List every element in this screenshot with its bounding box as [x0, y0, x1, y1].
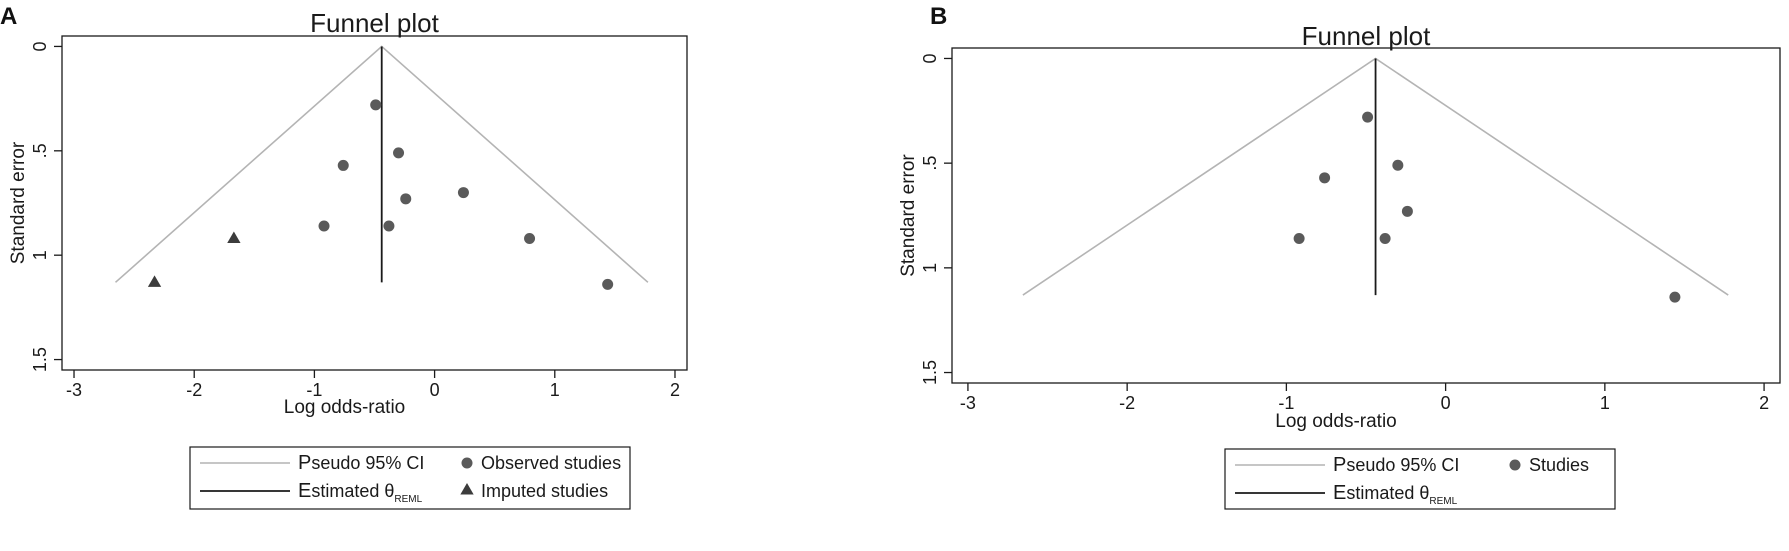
legend-ci-prefix: P: [1333, 454, 1346, 476]
y-tick-label: .5: [30, 143, 50, 158]
legend-estimate-rest: stimated θ: [1346, 483, 1429, 503]
legend-box: [189, 446, 631, 510]
legend-box: [1224, 448, 1616, 510]
y-tick-label: 1: [920, 263, 940, 273]
panel-a: A Funnel plot -3 -2 -1 0 1 2 0 .5 1 1.5 Log odds-rat…: [0, 3, 688, 510]
study-point: [1392, 159, 1404, 171]
y-tick-label: 0: [920, 53, 940, 63]
x-tick-label: -3: [66, 380, 82, 400]
study-point: [1362, 111, 1374, 123]
legend-estimate-subscript: REML: [1429, 496, 1457, 507]
y-tick-label: 1.5: [30, 347, 50, 372]
legend-ci-prefix: P: [298, 452, 311, 474]
x-axis-label: Log odds-ratio: [1275, 411, 1396, 432]
y-tick-label: 0: [30, 41, 50, 51]
study-point: [393, 147, 405, 159]
study-point: [1669, 291, 1681, 303]
study-point: [1319, 172, 1331, 184]
y-tick-label: .5: [920, 156, 940, 171]
legend-estimate-prefix: E: [298, 480, 311, 502]
study-point: [524, 232, 536, 244]
study-point: [1401, 205, 1413, 217]
imputed-study-point: [147, 275, 162, 287]
chart-title: Funnel plot: [1302, 21, 1431, 51]
study-point: [400, 193, 412, 205]
x-tick-label: -3: [960, 393, 976, 413]
x-tick-label: 1: [1600, 393, 1610, 413]
study-point: [370, 99, 382, 111]
legend-ci-label: Pseudo 95% CI: [1333, 454, 1459, 476]
legend-ci-rest: seudo 95% CI: [311, 453, 424, 473]
study-point: [1379, 233, 1391, 245]
legend-imputed-marker: [460, 483, 474, 495]
x-tick-label: -1: [1278, 393, 1294, 413]
legend-estimate-prefix: E: [1333, 482, 1346, 504]
study-point: [383, 220, 395, 232]
x-tick-label: 0: [1441, 393, 1451, 413]
study-point: [1293, 233, 1305, 245]
x-tick-label: 2: [670, 380, 680, 400]
panel-label: A: [0, 3, 17, 30]
panel-b: B Funnel plot -3 -2 -1 0 1 2 0 .5 1 1.5 Log odds-rat…: [898, 3, 1781, 510]
y-tick-label: 1: [30, 250, 50, 260]
legend-imputed-label: Imputed studies: [481, 481, 608, 501]
legend-observed-label: Studies: [1529, 455, 1589, 475]
legend-ci-label: Pseudo 95% CI: [298, 452, 424, 474]
chart-title: Funnel plot: [310, 8, 439, 38]
plot-frame: [61, 35, 688, 371]
x-tick-label: -2: [1119, 393, 1135, 413]
legend-observed-label: Observed studies: [481, 453, 621, 473]
x-tick-label: -1: [306, 380, 322, 400]
legend-estimate-label: Estimated θREML: [1333, 482, 1458, 507]
study-point: [337, 159, 349, 171]
panel-label: B: [930, 3, 947, 30]
y-axis-label: Standard error: [8, 141, 29, 264]
study-point: [318, 220, 330, 232]
imputed-study-point: [227, 231, 241, 244]
x-axis-label: Log odds-ratio: [284, 397, 405, 418]
x-tick-label: -2: [186, 380, 202, 400]
study-point: [602, 278, 614, 290]
x-tick-label: 1: [550, 380, 560, 400]
legend-ci-rest: seudo 95% CI: [1346, 455, 1459, 475]
legend-estimate-label: Estimated θREML: [298, 480, 423, 505]
study-point: [457, 187, 469, 199]
x-tick-label: 0: [430, 380, 440, 400]
legend-observed-marker: [461, 457, 473, 469]
legend-observed-marker: [1509, 459, 1521, 471]
x-tick-label: 2: [1759, 393, 1769, 413]
plot-frame: [951, 47, 1781, 384]
y-tick-label: 1.5: [920, 360, 940, 385]
legend-estimate-rest: stimated θ: [311, 481, 394, 501]
legend-estimate-subscript: REML: [394, 494, 422, 505]
y-axis-label: Standard error: [898, 154, 919, 277]
